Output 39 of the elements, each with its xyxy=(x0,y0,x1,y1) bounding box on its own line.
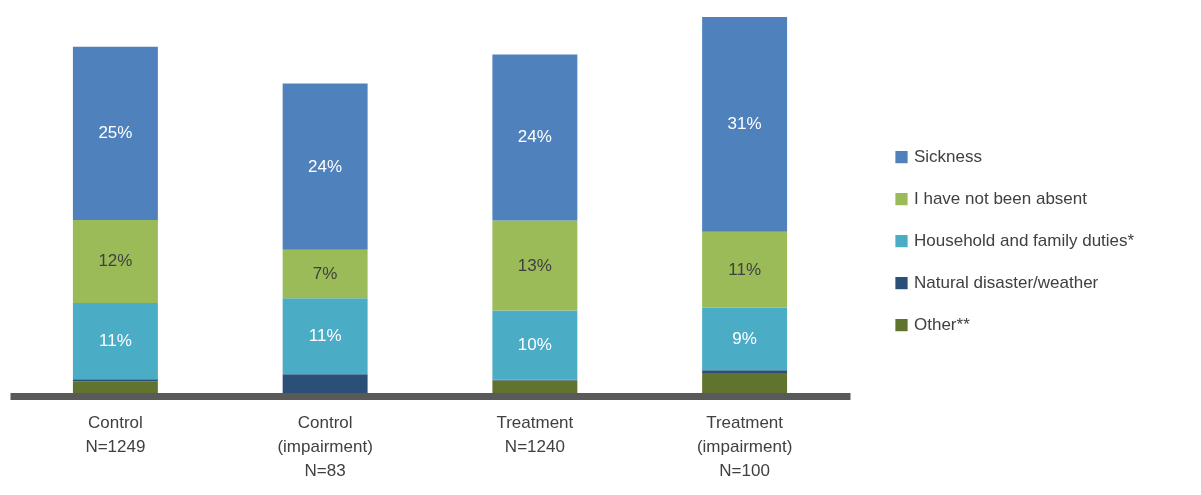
legend-label: Natural disaster/weather xyxy=(914,273,1099,293)
legend-label: Sickness xyxy=(914,147,983,167)
bar xyxy=(72,46,158,220)
bar xyxy=(72,379,158,382)
bar xyxy=(282,249,368,299)
data-label: 31% xyxy=(727,114,762,134)
legend-label: Household and family duties* xyxy=(914,231,1135,251)
bar xyxy=(282,374,368,393)
bar xyxy=(702,370,788,373)
bar xyxy=(702,231,788,308)
x-tick-label: Treatment N=1240 xyxy=(496,412,574,456)
bar xyxy=(492,54,578,221)
x-tick-label: Treatment (impairment) N=100 xyxy=(696,412,793,480)
data-label: 24% xyxy=(308,156,343,176)
bar xyxy=(492,220,578,311)
bar xyxy=(702,372,788,393)
data-label: 11% xyxy=(308,326,342,346)
bar xyxy=(492,310,578,380)
data-label: 11% xyxy=(728,259,761,279)
data-label: 12% xyxy=(98,251,133,271)
bar xyxy=(72,302,158,380)
data-label: 9% xyxy=(732,328,757,348)
bar xyxy=(282,83,368,250)
data-label: 25% xyxy=(98,123,133,143)
legend-label: Other** xyxy=(914,315,971,335)
bar xyxy=(72,381,158,393)
data-label: 13% xyxy=(517,255,552,275)
data-label: 10% xyxy=(517,335,552,355)
data-label: 24% xyxy=(517,127,552,147)
x-tick-label: Control N=1249 xyxy=(85,412,146,456)
legend-label: I have not been absent xyxy=(914,189,1088,209)
bar xyxy=(492,380,578,393)
bar xyxy=(702,307,788,371)
data-label: 7% xyxy=(312,263,338,283)
x-tick-label: Control (impairment) N=83 xyxy=(277,412,373,480)
bar xyxy=(72,219,158,303)
data-label: 11% xyxy=(99,331,132,351)
bar xyxy=(702,17,788,232)
bar xyxy=(282,298,368,375)
